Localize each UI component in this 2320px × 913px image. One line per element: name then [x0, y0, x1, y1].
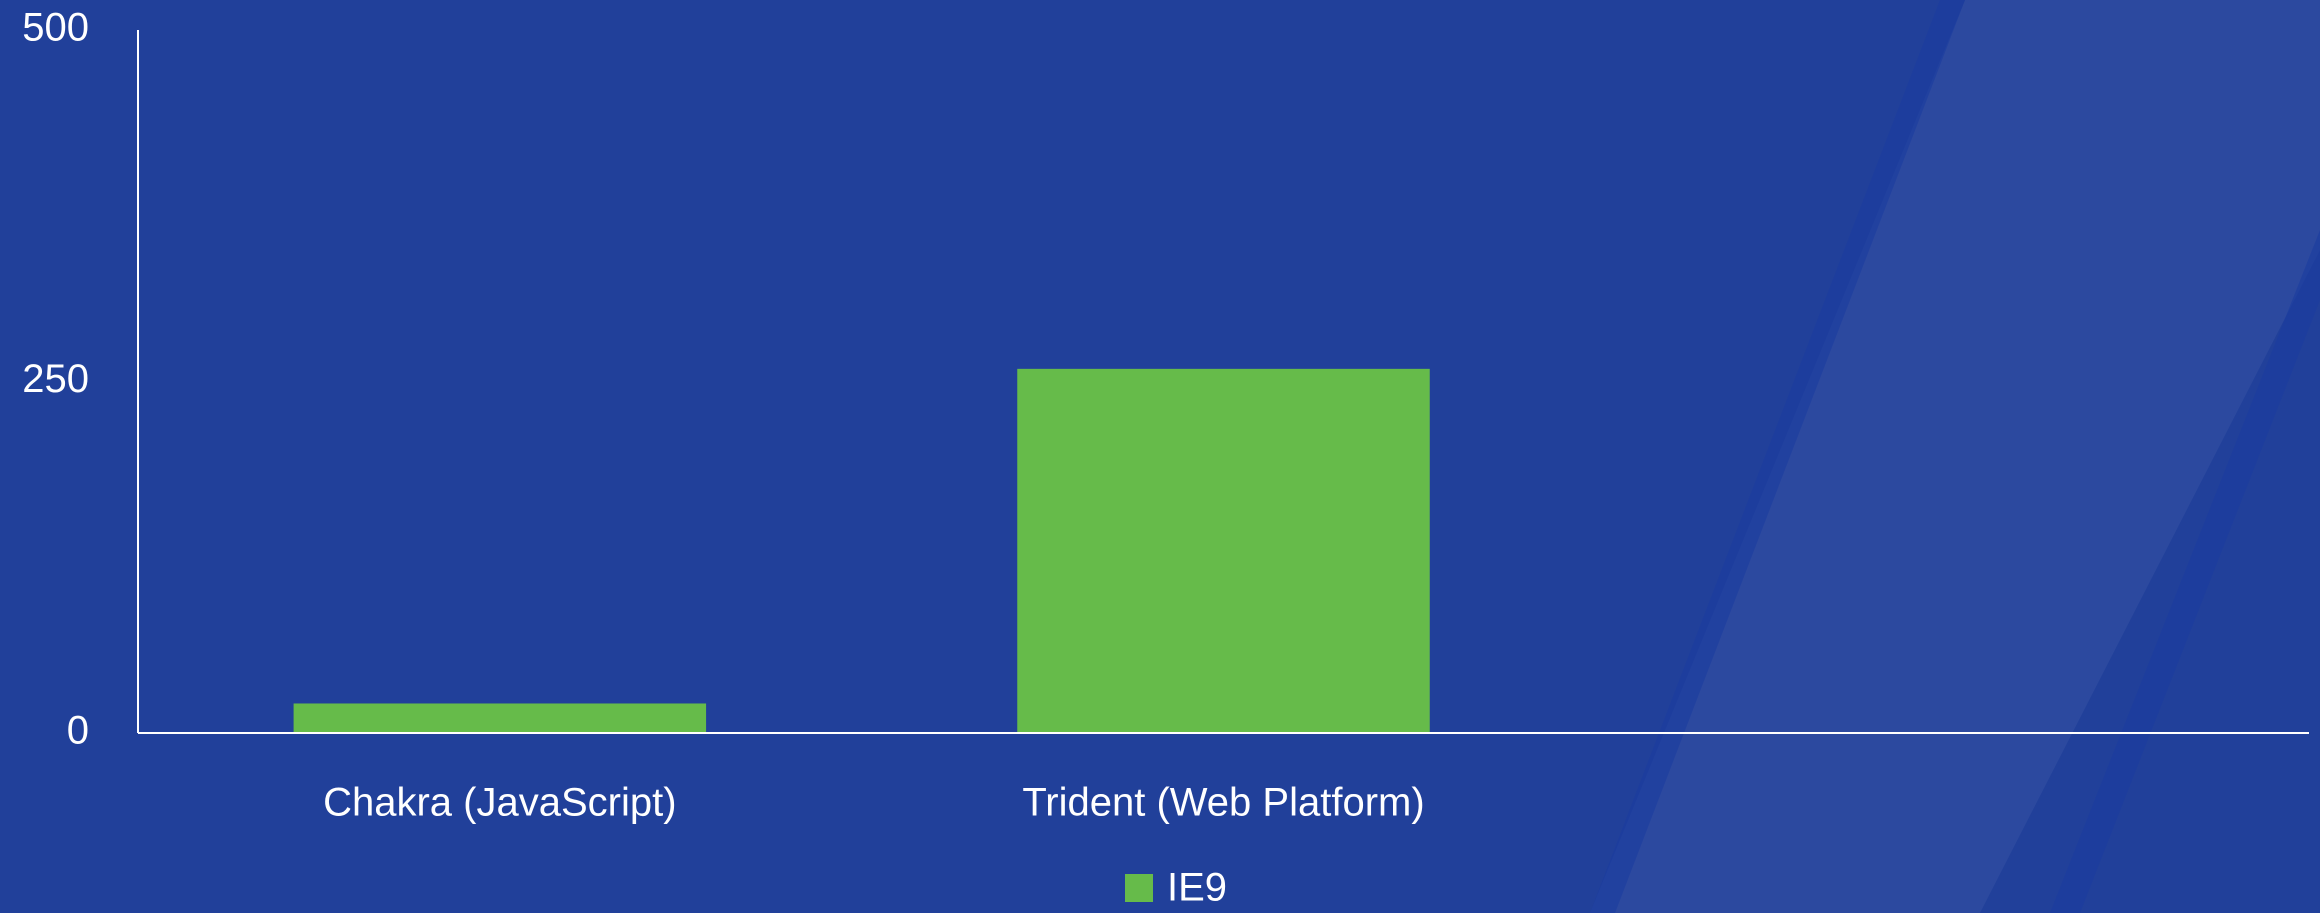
y-tick-label: 500: [22, 6, 89, 50]
y-tick-label: 250: [22, 357, 89, 401]
legend-swatch: [1125, 874, 1153, 902]
plot-area: 0 250 500 Chakra (JavaScript) Trident (Web P…: [22, 6, 2309, 910]
legend-label: IE9: [1167, 866, 1227, 910]
x-tick-label: Chakra (JavaScript): [323, 781, 676, 825]
bar: [1017, 368, 1430, 733]
decor-stripe: [1590, 0, 2320, 913]
decor-stripe: [2050, 230, 2320, 913]
bar: [293, 703, 707, 733]
decor-stripe: [1590, 0, 1965, 913]
x-tick-label: Trident (Web Platform): [1022, 781, 1424, 825]
y-tick-label: 0: [67, 709, 89, 753]
